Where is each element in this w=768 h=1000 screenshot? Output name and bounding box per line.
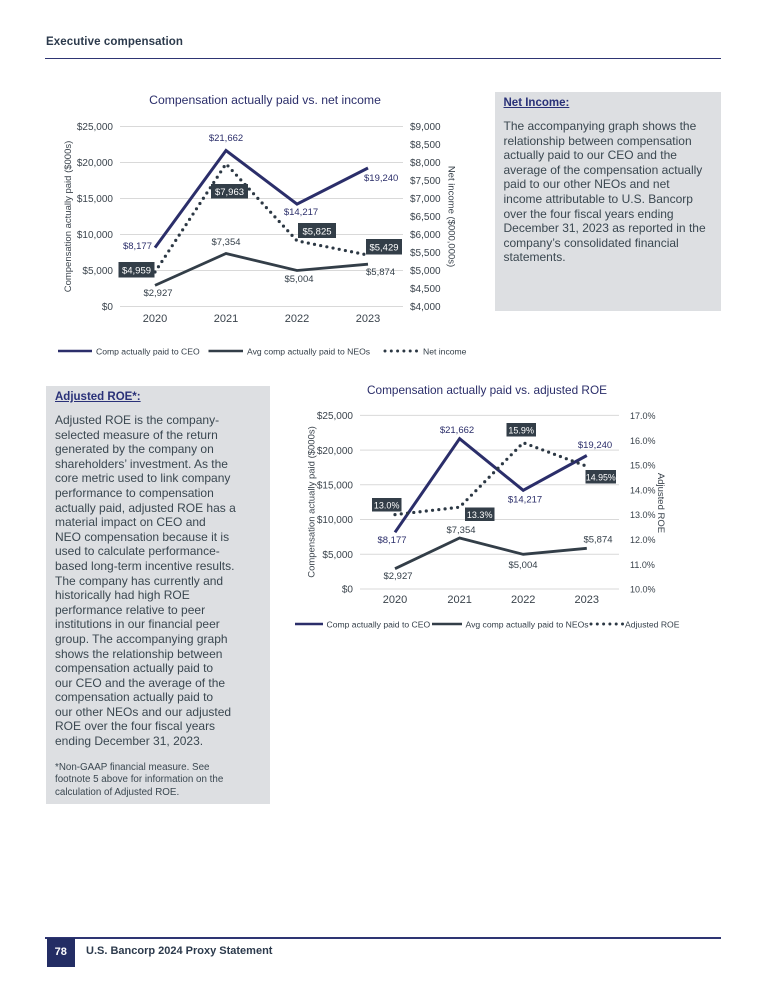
svg-text:$5,000: $5,000: [410, 266, 441, 277]
svg-text:Avg comp actually paid to NEOs: Avg comp actually paid to NEOs: [466, 620, 589, 630]
svg-text:13.0%: 13.0%: [630, 510, 656, 520]
svg-text:$5,500: $5,500: [410, 248, 441, 259]
svg-text:2023: 2023: [356, 313, 380, 325]
svg-text:Compensation actually paid ($0: Compensation actually paid ($000s): [63, 141, 74, 293]
svg-text:$6,500: $6,500: [410, 212, 441, 223]
svg-text:Compensation actually paid ($0: Compensation actually paid ($000s): [307, 426, 318, 578]
svg-text:$5,825: $5,825: [302, 227, 331, 238]
svg-text:$21,662: $21,662: [440, 425, 474, 436]
svg-text:17.0%: 17.0%: [630, 411, 656, 421]
svg-text:2021: 2021: [214, 313, 238, 325]
svg-text:$14,217: $14,217: [284, 207, 318, 218]
svg-text:Adjusted ROE: Adjusted ROE: [655, 473, 666, 533]
svg-text:$5,874: $5,874: [366, 267, 395, 278]
svg-text:$7,500: $7,500: [410, 176, 441, 187]
svg-text:2022: 2022: [285, 313, 309, 325]
svg-text:14.95%: 14.95%: [586, 472, 616, 482]
svg-text:$7,000: $7,000: [410, 194, 441, 205]
svg-text:13.0%: 13.0%: [374, 501, 400, 511]
svg-text:11.0%: 11.0%: [630, 560, 655, 570]
svg-text:13.3%: 13.3%: [467, 510, 493, 520]
svg-text:Compensation actually paid vs.: Compensation actually paid vs. adjusted …: [367, 383, 607, 397]
svg-text:$5,004: $5,004: [508, 560, 537, 571]
svg-text:$19,240: $19,240: [364, 173, 398, 184]
svg-text:15.0%: 15.0%: [630, 461, 656, 471]
svg-text:$25,000: $25,000: [317, 411, 354, 422]
svg-text:$4,500: $4,500: [410, 284, 441, 295]
svg-text:$4,959: $4,959: [122, 266, 151, 277]
svg-text:$5,000: $5,000: [82, 266, 113, 277]
svg-text:$20,000: $20,000: [77, 158, 114, 169]
svg-text:Net income: Net income: [423, 347, 467, 357]
svg-text:$20,000: $20,000: [317, 446, 354, 457]
svg-text:2022: 2022: [511, 594, 535, 606]
svg-text:$21,662: $21,662: [209, 133, 243, 144]
svg-text:$10,000: $10,000: [77, 230, 114, 241]
svg-text:$6,000: $6,000: [410, 230, 441, 241]
svg-text:$8,177: $8,177: [123, 241, 152, 252]
svg-text:$9,000: $9,000: [410, 122, 441, 133]
svg-text:Net income ($000,000s): Net income ($000,000s): [446, 166, 457, 267]
svg-text:$7,354: $7,354: [211, 237, 240, 248]
svg-text:$8,000: $8,000: [410, 158, 441, 169]
svg-text:$14,217: $14,217: [508, 495, 542, 506]
svg-text:$5,000: $5,000: [322, 550, 353, 561]
svg-text:$7,963: $7,963: [215, 187, 244, 198]
svg-text:$8,500: $8,500: [410, 140, 441, 151]
svg-text:$15,000: $15,000: [77, 194, 114, 205]
svg-text:15.9%: 15.9%: [508, 425, 534, 435]
svg-text:$25,000: $25,000: [77, 122, 114, 133]
svg-text:$5,429: $5,429: [369, 243, 398, 254]
svg-text:12.0%: 12.0%: [630, 535, 656, 545]
svg-text:2020: 2020: [383, 594, 407, 606]
svg-text:$19,240: $19,240: [578, 440, 612, 451]
svg-text:$7,354: $7,354: [446, 525, 475, 536]
svg-text:$0: $0: [102, 302, 114, 313]
svg-text:Comp actually paid to CEO: Comp actually paid to CEO: [327, 620, 431, 630]
svg-text:$0: $0: [342, 585, 354, 596]
svg-text:2020: 2020: [143, 313, 167, 325]
svg-text:2023: 2023: [575, 594, 599, 606]
svg-text:$2,927: $2,927: [383, 571, 412, 582]
svg-text:$2,927: $2,927: [143, 288, 172, 299]
svg-text:$4,000: $4,000: [410, 302, 441, 313]
svg-text:$5,004: $5,004: [284, 274, 313, 285]
svg-text:Adjusted ROE: Adjusted ROE: [625, 620, 680, 630]
svg-text:2021: 2021: [447, 594, 471, 606]
svg-text:$8,177: $8,177: [377, 535, 406, 546]
svg-text:$15,000: $15,000: [317, 481, 354, 492]
svg-text:$10,000: $10,000: [317, 515, 354, 526]
svg-text:14.0%: 14.0%: [630, 485, 656, 495]
svg-text:16.0%: 16.0%: [630, 436, 656, 446]
svg-text:Comp actually paid to CEO: Comp actually paid to CEO: [96, 347, 200, 357]
svg-text:10.0%: 10.0%: [630, 585, 656, 595]
svg-text:$5,874: $5,874: [583, 535, 612, 546]
svg-text:Compensation actually paid vs.: Compensation actually paid vs. net incom…: [149, 93, 381, 107]
svg-text:Avg comp actually paid to NEOs: Avg comp actually paid to NEOs: [247, 347, 370, 357]
